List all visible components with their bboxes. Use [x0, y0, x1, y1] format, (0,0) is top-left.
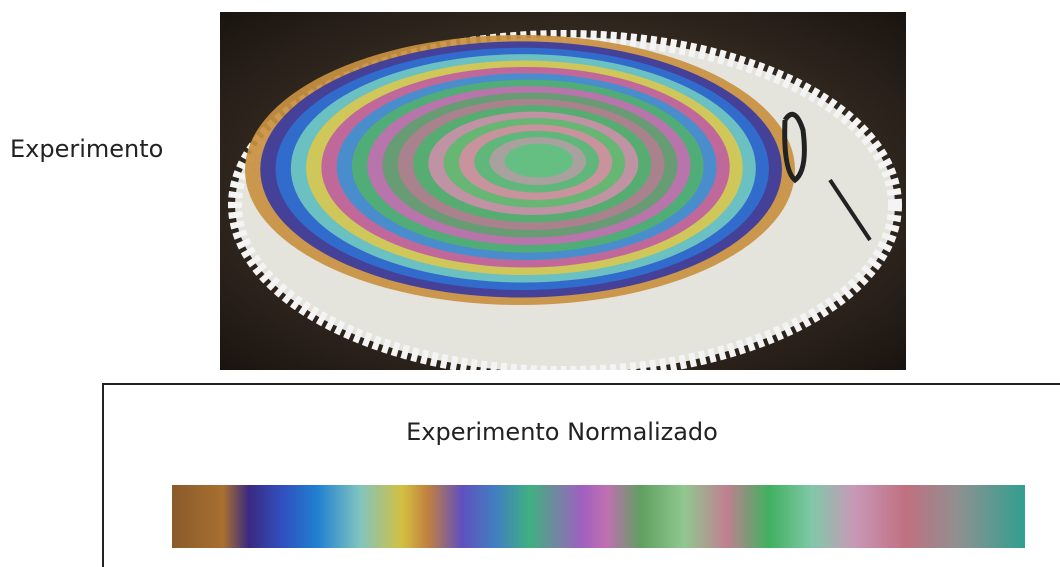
color-strip	[172, 485, 1025, 548]
page: Experimento Experimento Normalizado (() …	[0, 0, 1060, 567]
ring	[505, 144, 573, 178]
photo	[220, 12, 906, 373]
normalized-label: Experimento Normalizado	[406, 418, 718, 446]
experiment-label: Experimento	[10, 135, 163, 163]
figure: Experimento Experimento Normalizado	[0, 0, 1060, 567]
interference-rings	[245, 35, 795, 305]
